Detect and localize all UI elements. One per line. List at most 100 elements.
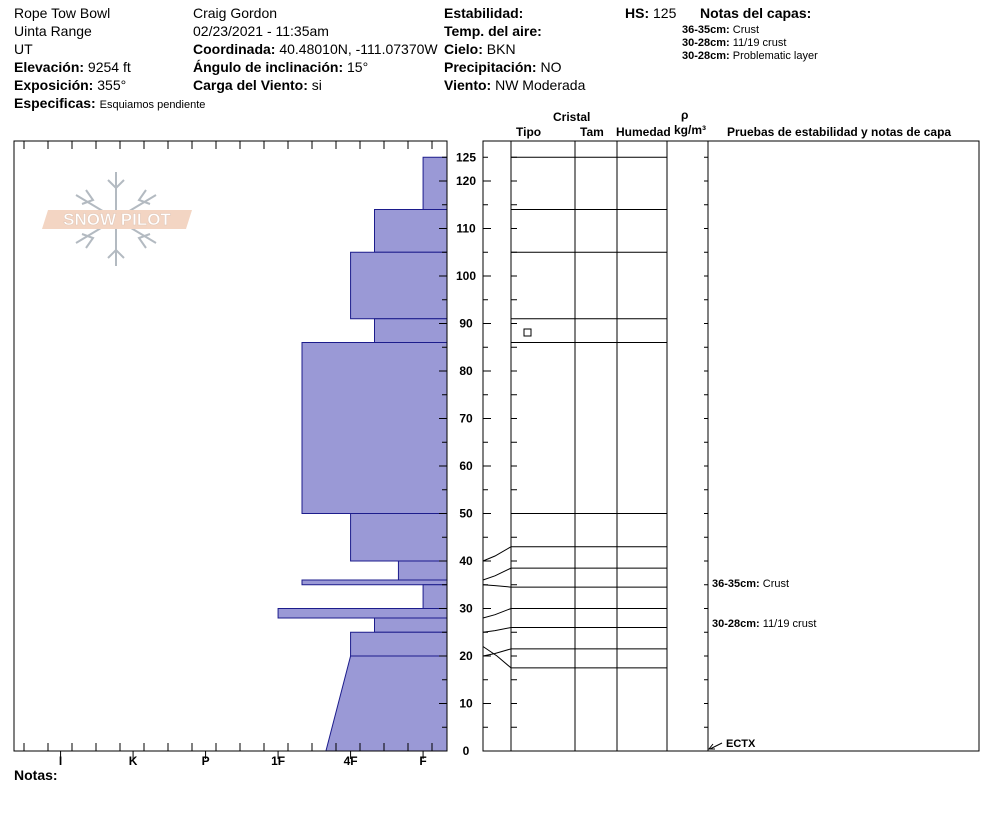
layer-note-3: 30-28cm: Problematic layer — [682, 50, 818, 62]
precipitation-value: NO — [540, 59, 562, 75]
wind-label: Viento: — [444, 77, 492, 93]
air-temp-label: Temp. del aire: — [444, 23, 542, 39]
snow-layer — [350, 513, 448, 562]
depth-tick-label: 100 — [456, 269, 476, 283]
layer-note-text: Problematic layer — [732, 50, 818, 62]
snow-layer — [301, 342, 448, 514]
logo-banner — [42, 210, 192, 229]
depth-tick-label: 110 — [456, 222, 476, 236]
test-annotation-text: Crust — [762, 578, 790, 590]
coordinates-label: Coordinada: — [193, 41, 276, 57]
snow-layer — [374, 617, 448, 633]
depth-tick-label: 90 — [459, 317, 473, 331]
location-name: Rope Tow Bowl — [14, 5, 111, 21]
slope-angle: Ángulo de inclinación: 15° — [193, 59, 368, 75]
layer-connector — [482, 584, 512, 588]
header-tam: Tam — [580, 125, 604, 139]
aspect-label: Exposición: — [14, 77, 94, 93]
hardness-tick-label: P — [202, 754, 210, 768]
specifics-value: Esquiamos pendiente — [99, 99, 206, 111]
layer-note-1: 36-35cm: Crust — [682, 24, 759, 36]
layer-note-depth: 30-28cm: — [682, 50, 730, 62]
snow-layer — [374, 318, 448, 343]
sky-label: Cielo: — [444, 41, 483, 57]
state: UT — [14, 41, 33, 57]
layer-table-frame — [482, 140, 980, 752]
depth-tick-label: 70 — [459, 412, 473, 426]
layer-connector — [482, 608, 512, 619]
layer-note-depth: 36-35cm: — [682, 24, 730, 36]
slope-angle-value: 15° — [347, 59, 369, 75]
observation-datetime: 02/23/2021 - 11:35am — [193, 23, 329, 39]
header-tests: Pruebas de estabilidad y notas de capa — [727, 125, 952, 139]
layer-connector — [482, 648, 512, 657]
ectx-arrowhead — [707, 743, 715, 750]
snow-height-label: HS: — [625, 5, 650, 21]
layer-connector — [482, 627, 512, 633]
grain-type-symbol — [523, 328, 532, 337]
observer-name: Craig Gordon — [193, 5, 278, 21]
header-cristal: Cristal — [553, 110, 591, 124]
specifics: Especificas: Esquiamos pendiente — [14, 95, 205, 111]
air-temp: Temp. del aire: — [444, 23, 542, 39]
coordinates: Coordinada: 40.48010N, -111.07370W — [193, 41, 438, 57]
aspect: Exposición: 355° — [14, 77, 126, 93]
snow-layer — [350, 631, 448, 657]
snow-layer — [422, 156, 448, 210]
snow-layer — [397, 560, 448, 581]
snow-height-value: 125 — [653, 5, 677, 21]
hardness-plot-frame — [13, 140, 448, 752]
layer-connector — [482, 567, 512, 581]
slope-angle-label: Ángulo de inclinación: — [193, 59, 344, 75]
aspect-value: 355° — [97, 77, 127, 93]
test-annotation-crust: 36-35cm: Crust — [712, 578, 789, 590]
layer-note-2: 30-28cm: 11/19 crust — [682, 37, 786, 49]
header-rho: ρ — [681, 108, 689, 122]
test-annotation-ectx: ECTX — [726, 738, 756, 750]
wind-loading-label: Carga del Viento: — [193, 77, 308, 93]
depth-tick-label: 30 — [459, 602, 473, 616]
test-annotation-1119-crust: 30-28cm: 11/19 crust — [712, 618, 816, 630]
depth-tick-label: 40 — [459, 554, 473, 568]
ectx-arrow — [709, 742, 723, 750]
depth-tick-label: 125 — [456, 150, 476, 164]
hardness-tick-label: K — [129, 754, 138, 768]
wind-loading: Carga del Viento: si — [193, 77, 322, 93]
header-humedad: Humedad — [616, 125, 671, 139]
layer-connector — [482, 546, 512, 562]
elevation: Elevación: 9254 ft — [14, 59, 131, 75]
logo-text: SNOW PILOT — [63, 210, 171, 229]
layer-note-depth: 30-28cm: — [682, 37, 730, 49]
elevation-label: Elevación: — [14, 59, 85, 75]
header-density-unit: kg/m³ — [674, 123, 707, 137]
wind: Viento: NW Moderada — [444, 77, 585, 93]
snowpilot-logo: SNOW PILOT — [42, 172, 192, 266]
depth-tick-label: 10 — [459, 697, 473, 711]
hardness-tick-label: 4F — [344, 754, 358, 768]
snow-layer — [350, 251, 448, 320]
snow-layer — [301, 579, 448, 586]
layer-notes-title: Notas del capas: — [700, 5, 812, 21]
hardness-tick-label: 1F — [271, 754, 285, 768]
header-tipo: Tipo — [516, 125, 542, 139]
mountain-range: Uinta Range — [14, 23, 92, 39]
notes-label: Notas: — [14, 767, 58, 783]
elevation-value: 9254 ft — [87, 59, 131, 75]
specifics-label: Especificas: — [14, 95, 96, 111]
stability-label: Estabilidad: — [444, 5, 524, 21]
sky: Cielo: BKN — [444, 41, 516, 57]
layer-note-text: Crust — [732, 24, 760, 36]
layer-connector — [482, 646, 512, 669]
depth-tick-label: 50 — [459, 507, 473, 521]
depth-tick-label: 20 — [459, 649, 473, 663]
snow-layer — [422, 584, 448, 609]
wind-value: NW Moderada — [495, 77, 586, 93]
depth-tick-label: 60 — [459, 459, 473, 473]
snow-height: HS: 125 — [625, 5, 676, 21]
test-annotation-depth: 36-35cm: — [712, 578, 760, 590]
test-annotation-text: 11/19 crust — [762, 618, 817, 630]
depth-tick-label: 0 — [463, 744, 470, 758]
precipitation-label: Precipitación: — [444, 59, 537, 75]
test-annotation-depth: 30-28cm: — [712, 618, 760, 630]
